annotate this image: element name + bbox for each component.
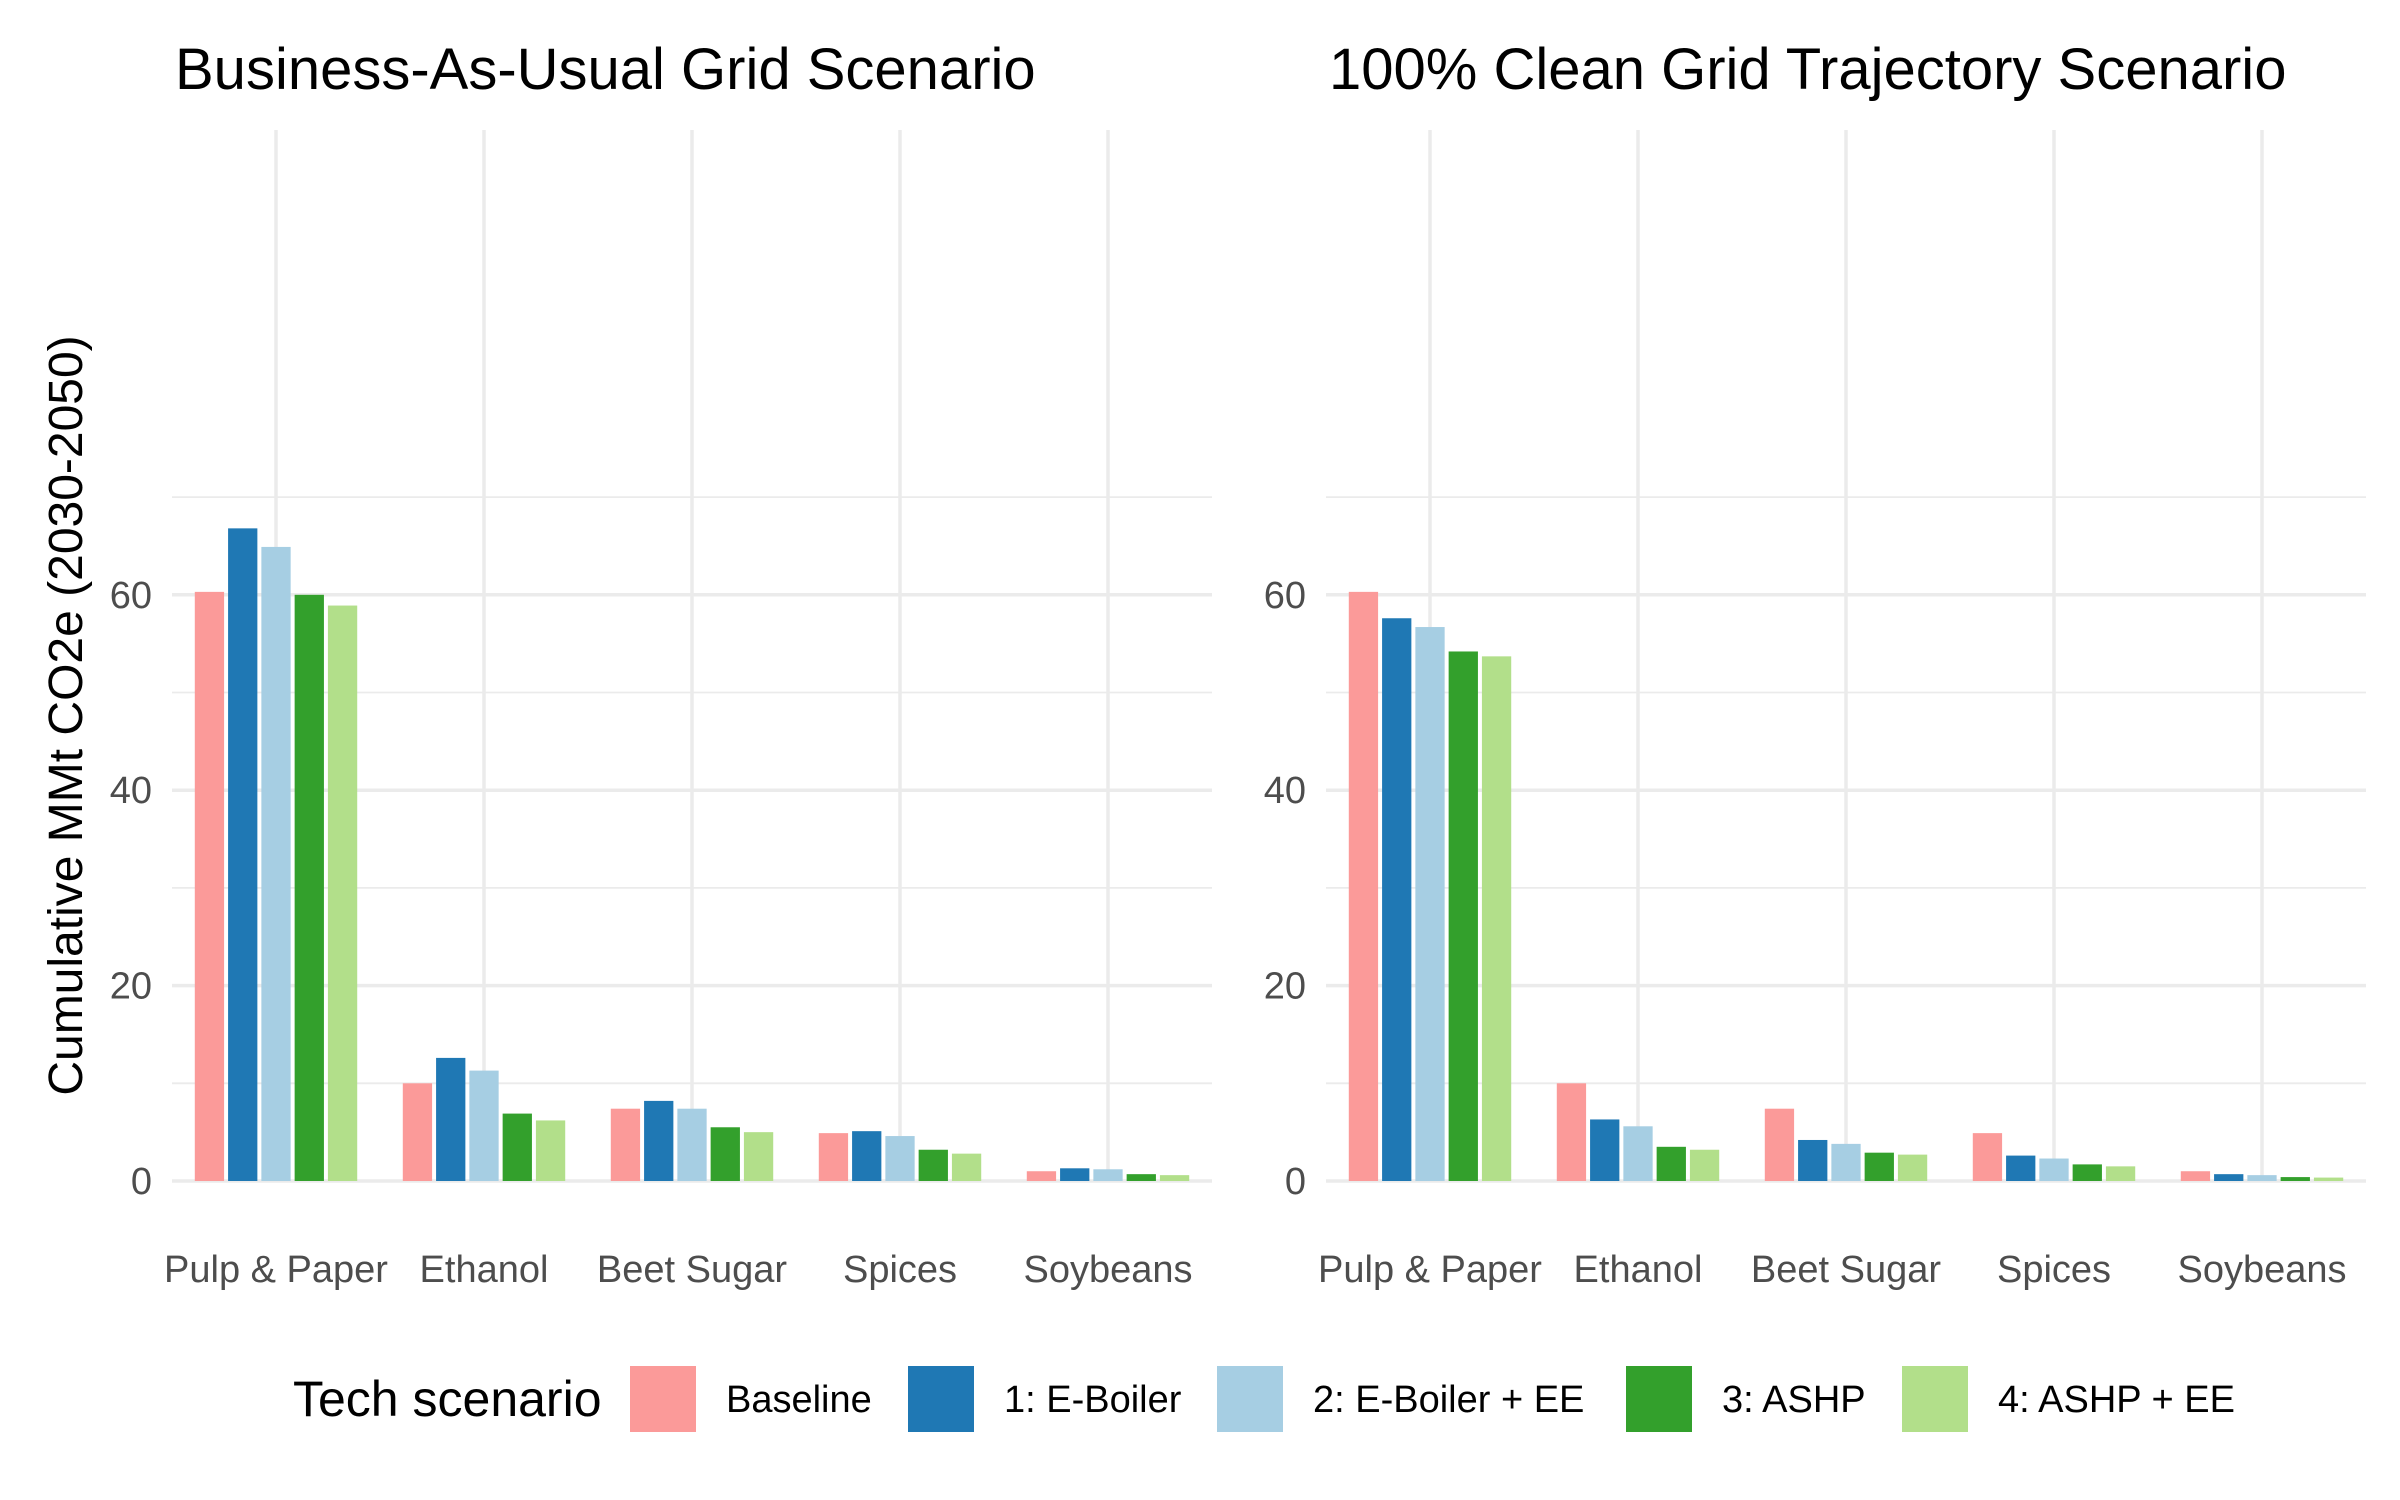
x-tick-label: Soybeans (1023, 1249, 1192, 1291)
bar-1-e-boiler-ethanol (436, 1057, 466, 1181)
bar-baseline-beet-sugar (610, 1108, 641, 1181)
y-tick-label: 60 (110, 575, 152, 617)
bar-3-ashp-pulp-paper (1448, 651, 1478, 1181)
panel-2: 0 20 40 60 Pulp & Paper Ethanol Beet Sugar Spic… (1264, 37, 2366, 1291)
bar-baseline-soybeans (1026, 1171, 1057, 1181)
bar-2-e-boiler-ee-beet-sugar (677, 1108, 707, 1181)
bar-2-e-boiler-ee-pulp-paper (1415, 627, 1445, 1181)
legend-item: 1: E-Boiler (908, 1366, 1182, 1432)
bar-1-e-boiler-soybeans (1060, 1168, 1090, 1181)
legend-label: 4: ASHP + EE (1998, 1379, 2235, 1421)
bar-4-ashp-ee-ethanol (535, 1120, 566, 1181)
bar-4-ashp-ee-soybeans (1159, 1175, 1190, 1181)
legend-label: 2: E-Boiler + EE (1313, 1379, 1584, 1421)
y-tick-label: 40 (1264, 770, 1306, 812)
bar-4-ashp-ee-pulp-paper (327, 605, 358, 1181)
legend-item: 4: ASHP + EE (1902, 1366, 2235, 1432)
bar-3-ashp-beet-sugar (1864, 1152, 1894, 1181)
bar-1-e-boiler-soybeans (2214, 1174, 2244, 1181)
bar-baseline-soybeans (2180, 1171, 2211, 1181)
y-tick-label: 20 (1264, 966, 1306, 1008)
bar-baseline-ethanol (1556, 1083, 1587, 1181)
legend-label: 3: ASHP (1722, 1379, 1866, 1421)
legend-item: 3: ASHP (1626, 1366, 1866, 1432)
bar-2-e-boiler-ee-pulp-paper (261, 546, 291, 1181)
x-tick-label: Soybeans (2177, 1249, 2346, 1291)
legend-title: Tech scenario (293, 1371, 602, 1427)
legend-label: 1: E-Boiler (1004, 1379, 1182, 1421)
bar-baseline-ethanol (402, 1083, 433, 1181)
panel-title: 100% Clean Grid Trajectory Scenario (1329, 37, 2286, 102)
bar-baseline-beet-sugar (1764, 1108, 1795, 1181)
bar-4-ashp-ee-ethanol (1689, 1149, 1720, 1181)
bar-1-e-boiler-spices (852, 1131, 882, 1181)
legend-swatch (1217, 1366, 1283, 1432)
bar-2-e-boiler-ee-beet-sugar (1831, 1143, 1861, 1181)
bar-3-ashp-soybeans (2280, 1177, 2310, 1181)
panel-1: 0 20 40 60 Pulp & Paper Ethanol Beet Sugar Spic… (40, 37, 1212, 1291)
bar-1-e-boiler-beet-sugar (644, 1100, 674, 1181)
y-tick-label: 20 (110, 966, 152, 1008)
bar-4-ashp-ee-soybeans (2313, 1177, 2344, 1181)
bar-4-ashp-ee-spices (951, 1153, 982, 1181)
y-tick-label: 60 (1264, 575, 1306, 617)
bar-2-e-boiler-ee-spices (885, 1136, 915, 1181)
bar-1-e-boiler-ethanol (1590, 1119, 1620, 1181)
x-tick-label: Beet Sugar (1751, 1249, 1941, 1291)
bar-baseline-spices (1972, 1133, 2003, 1181)
legend-item: Baseline (630, 1366, 872, 1432)
bar-3-ashp-ethanol (1656, 1146, 1686, 1181)
bar-4-ashp-ee-beet-sugar (1897, 1154, 1928, 1181)
bar-2-e-boiler-ee-soybeans (1093, 1169, 1123, 1181)
legend-swatch (630, 1366, 696, 1432)
bar-3-ashp-pulp-paper (294, 594, 324, 1181)
y-tick-label: 0 (1285, 1161, 1306, 1203)
bar-2-e-boiler-ee-soybeans (2247, 1175, 2277, 1181)
x-tick-label: Beet Sugar (597, 1249, 787, 1291)
bar-3-ashp-ethanol (502, 1113, 532, 1181)
bar-4-ashp-ee-beet-sugar (743, 1132, 774, 1181)
bar-4-ashp-ee-pulp-paper (1481, 656, 1512, 1181)
bar-1-e-boiler-pulp-paper (1382, 618, 1412, 1181)
bar-1-e-boiler-spices (2006, 1155, 2036, 1181)
bar-2-e-boiler-ee-ethanol (1623, 1126, 1653, 1181)
x-tick-label: Pulp & Paper (164, 1249, 388, 1291)
x-tick-label: Pulp & Paper (1318, 1249, 1542, 1291)
bar-baseline-pulp-paper (194, 591, 225, 1181)
bar-2-e-boiler-ee-spices (2039, 1158, 2069, 1181)
x-tick-label: Spices (1997, 1249, 2111, 1291)
bar-4-ashp-ee-spices (2105, 1166, 2136, 1181)
bar-3-ashp-beet-sugar (710, 1127, 740, 1181)
x-tick-label: Spices (843, 1249, 957, 1291)
x-tick-label: Ethanol (420, 1249, 549, 1291)
y-tick-label: 40 (110, 770, 152, 812)
x-tick-label: Ethanol (1574, 1249, 1703, 1291)
y-axis-label: Cumulative MMt CO2e (2030-2050) (40, 335, 93, 1095)
y-tick-label: 0 (131, 1161, 152, 1203)
bar-baseline-pulp-paper (1348, 591, 1379, 1181)
bar-3-ashp-spices (918, 1149, 948, 1181)
legend-swatch (1626, 1366, 1692, 1432)
legend-item: 2: E-Boiler + EE (1217, 1366, 1584, 1432)
panel-title: Business-As-Usual Grid Scenario (175, 37, 1036, 102)
bar-1-e-boiler-beet-sugar (1798, 1139, 1828, 1181)
legend-label: Baseline (726, 1379, 872, 1421)
legend-swatch (908, 1366, 974, 1432)
bar-3-ashp-spices (2072, 1164, 2102, 1181)
legend: Tech scenario Baseline 1: E-Boiler 2: E-Boi… (293, 1366, 2235, 1432)
bar-3-ashp-soybeans (1126, 1174, 1156, 1181)
bar-baseline-spices (818, 1133, 849, 1181)
legend-swatch (1902, 1366, 1968, 1432)
bar-2-e-boiler-ee-ethanol (469, 1070, 499, 1181)
bar-1-e-boiler-pulp-paper (228, 528, 258, 1181)
